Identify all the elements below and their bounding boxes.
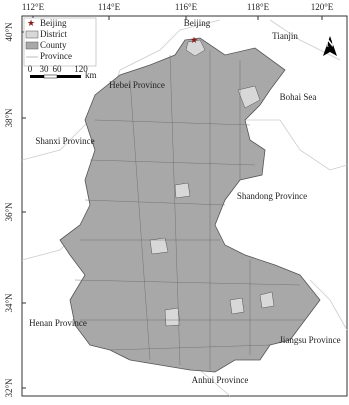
place-label: Hebei Province: [109, 80, 165, 90]
north-label: N: [326, 38, 334, 50]
arrow: [323, 36, 337, 56]
scale-label: 0: [28, 64, 33, 74]
legend-label: District: [40, 29, 67, 39]
lon-label: 114°E: [98, 2, 121, 12]
scale-label: 120: [74, 64, 88, 74]
north-arrow: N: [323, 36, 337, 56]
scale-bar: 0 30 60 120 km: [28, 64, 97, 80]
scale-label: 30: [40, 64, 50, 74]
beijing-star: ★: [190, 35, 198, 45]
lat-label: 34°N: [4, 293, 14, 313]
scale-label: 60: [53, 64, 63, 74]
county-lines: [74, 50, 305, 370]
lat-label: 40°N: [4, 22, 14, 42]
place-label: Bohai Sea: [280, 92, 317, 102]
lat-label: 32°N: [4, 378, 14, 398]
county-region: [59, 37, 321, 373]
place-label: Jiangsu Province: [279, 335, 340, 345]
district-patches: [149, 39, 275, 327]
lon-ticks: 112°E 114°E 116°E 118°E 120°E: [22, 2, 334, 20]
scale-unit: km: [85, 70, 97, 80]
lat-ticks: 40°N 38°N 36°N 34°N 32°N: [4, 22, 26, 398]
lat-label: 36°N: [4, 202, 14, 222]
lat-label: 38°N: [4, 108, 14, 128]
legend-label: Beijing: [40, 18, 67, 28]
legend-swatch: [25, 41, 39, 50]
scale-segment: [30, 75, 44, 78]
place-label: Henan Province: [29, 318, 87, 328]
lon-label: 116°E: [175, 2, 198, 12]
place-label: Beijing: [184, 18, 211, 28]
place-label: Anhui Province: [192, 375, 249, 385]
lon-label: 120°E: [311, 2, 334, 12]
place-label: Shandong Province: [237, 191, 307, 201]
lon-label: 112°E: [22, 2, 45, 12]
place-labels: Beijing Tianjin Hebei Province Bohai Sea Sha…: [29, 18, 340, 385]
scale-segment: [57, 75, 81, 78]
legend-label: Province: [40, 51, 72, 61]
lon-label: 118°E: [247, 2, 270, 12]
scale-segment: [43, 74, 58, 79]
legend-swatch: [25, 30, 39, 39]
place-label: Tianjin: [272, 31, 298, 41]
legend-label: County: [40, 40, 67, 50]
place-label: Shanxi Province: [35, 136, 94, 146]
star-icon: ★: [27, 18, 35, 28]
legend: ★ Beijing District County Province: [23, 17, 97, 67]
